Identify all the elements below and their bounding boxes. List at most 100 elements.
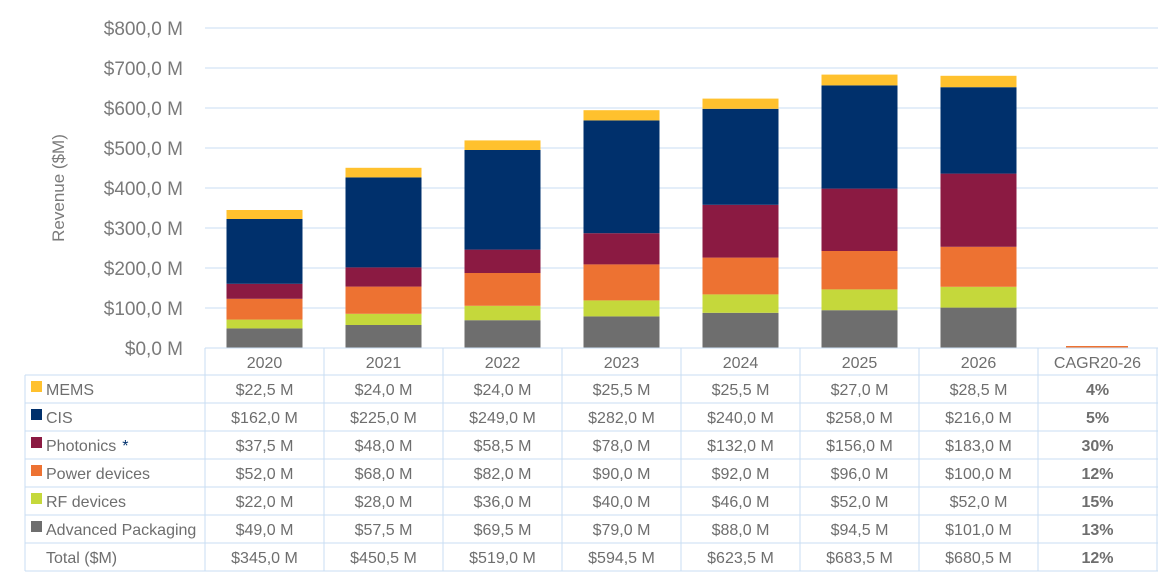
y-tick-label: $0,0 M: [125, 339, 183, 360]
bar-segment-advanced-packaging: [345, 325, 422, 348]
table-header: 2025: [842, 355, 878, 372]
row-label: Photonics *: [46, 438, 129, 455]
table-cell: $52,0 M: [236, 466, 294, 483]
table-cell: $162,0 M: [231, 410, 298, 427]
bar-segment-photonics: [345, 267, 422, 287]
row-label: Power devices: [46, 466, 150, 483]
table-cell: $46,0 M: [712, 494, 770, 511]
row-label: Total ($M): [46, 550, 117, 567]
legend-swatch-photonics: [31, 437, 42, 448]
table-cell: $90,0 M: [593, 466, 651, 483]
table-cell: $48,0 M: [355, 438, 413, 455]
row-label: RF devices: [46, 494, 126, 511]
table-cell: $27,0 M: [831, 382, 889, 399]
table-cell: $345,0 M: [231, 550, 298, 567]
bar-segment-cis: [702, 108, 779, 205]
table-cell: $683,5 M: [826, 550, 893, 567]
cagr-cell: 13%: [1081, 522, 1113, 539]
bar-segment-advanced-packaging: [702, 312, 779, 348]
bar-segment-mems: [821, 74, 898, 86]
cagr-cell: 12%: [1081, 550, 1113, 567]
bar-segment-power-devices: [940, 246, 1017, 287]
table-header: CAGR20-26: [1054, 355, 1141, 372]
bar-segment-rf-devices: [821, 289, 898, 311]
legend-swatch-mems: [31, 381, 42, 392]
y-tick-label: $300,0 M: [104, 219, 183, 240]
cagr-cell: 4%: [1086, 382, 1109, 399]
table-header: 2022: [485, 355, 521, 372]
table-cell: $88,0 M: [712, 522, 770, 539]
table-header: 2024: [723, 355, 759, 372]
table-cell: $78,0 M: [593, 438, 651, 455]
table-header: 2023: [604, 355, 640, 372]
bar-segment-advanced-packaging: [821, 310, 898, 348]
bar-segment-rf-devices: [464, 305, 541, 321]
table-cell: $249,0 M: [469, 410, 536, 427]
y-tick-label: $400,0 M: [104, 179, 183, 200]
table-cell: $79,0 M: [593, 522, 651, 539]
bar-segment-photonics: [226, 283, 303, 299]
table-cell: $156,0 M: [826, 438, 893, 455]
table-cell: $68,0 M: [355, 466, 413, 483]
bar-segment-cis: [583, 120, 660, 234]
y-tick-label: $200,0 M: [104, 259, 183, 280]
table-cell: $623,5 M: [707, 550, 774, 567]
bar-segment-cis: [940, 87, 1017, 174]
legend-swatch-advanced-packaging: [31, 521, 42, 532]
legend-swatch-power-devices: [31, 465, 42, 476]
y-tick-label: $500,0 M: [104, 139, 183, 160]
y-tick-label: $800,0 M: [104, 19, 183, 40]
table-cell: $225,0 M: [350, 410, 417, 427]
cagr-column-marker: [1066, 346, 1128, 348]
table-cell: $58,5 M: [474, 438, 532, 455]
table-cell: $101,0 M: [945, 522, 1012, 539]
legend-swatch-cis: [31, 409, 42, 420]
table-cell: $450,5 M: [350, 550, 417, 567]
row-label: Advanced Packaging: [46, 522, 196, 539]
cagr-cell: 15%: [1081, 494, 1113, 511]
bar-segment-power-devices: [583, 264, 660, 301]
bar-segment-rf-devices: [345, 313, 422, 325]
table-header: 2021: [366, 355, 402, 372]
table-cell: $183,0 M: [945, 438, 1012, 455]
table-cell: $216,0 M: [945, 410, 1012, 427]
table-cell: $96,0 M: [831, 466, 889, 483]
table-cell: $24,0 M: [474, 382, 532, 399]
bar-segment-photonics: [583, 233, 660, 265]
cagr-cell: 30%: [1081, 438, 1113, 455]
table-cell: $22,5 M: [236, 382, 294, 399]
table-cell: $132,0 M: [707, 438, 774, 455]
bar-segment-rf-devices: [940, 286, 1017, 308]
bar-segment-photonics: [940, 173, 1017, 247]
table-cell: $25,5 M: [593, 382, 651, 399]
table-header: 2026: [961, 355, 997, 372]
table-cell: $28,0 M: [355, 494, 413, 511]
table-cell: $94,5 M: [831, 522, 889, 539]
table-cell: $57,5 M: [355, 522, 413, 539]
bar-segment-power-devices: [702, 257, 779, 295]
bar-segment-mems: [226, 210, 303, 219]
bar-segment-advanced-packaging: [226, 328, 303, 348]
bar-segment-cis: [464, 150, 541, 250]
bar-segment-rf-devices: [702, 294, 779, 313]
bar-segment-mems: [464, 140, 541, 150]
bar-segment-mems: [583, 110, 660, 121]
row-label: MEMS: [46, 382, 94, 399]
legend-swatch-rf-devices: [31, 493, 42, 504]
bar-segment-cis: [226, 219, 303, 284]
cagr-cell: 12%: [1081, 466, 1113, 483]
bar-segment-mems: [345, 167, 422, 178]
table-cell: $52,0 M: [950, 494, 1008, 511]
table-cell: $519,0 M: [469, 550, 536, 567]
row-label: CIS: [46, 410, 73, 427]
table-cell: $52,0 M: [831, 494, 889, 511]
table-cell: $69,5 M: [474, 522, 532, 539]
bar-segment-photonics: [464, 249, 541, 273]
bar-segment-photonics: [702, 204, 779, 258]
table-cell: $258,0 M: [826, 410, 893, 427]
bar-segment-power-devices: [345, 286, 422, 314]
table-cell: $100,0 M: [945, 466, 1012, 483]
bar-segment-cis: [345, 177, 422, 268]
table-cell: $92,0 M: [712, 466, 770, 483]
